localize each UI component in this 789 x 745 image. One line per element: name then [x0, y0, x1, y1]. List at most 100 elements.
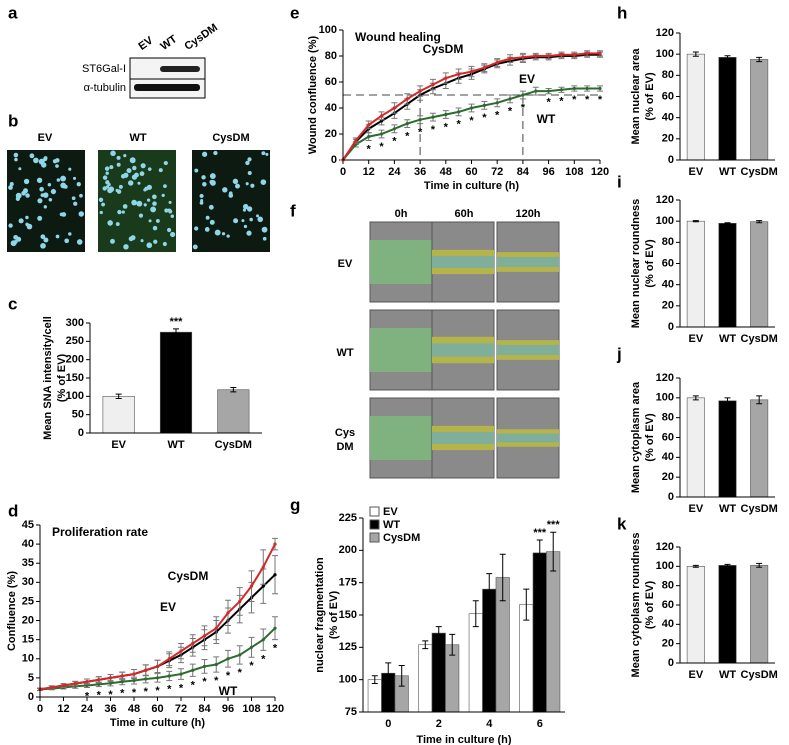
- point: [559, 53, 564, 57]
- point: [167, 657, 171, 661]
- point: [249, 645, 254, 649]
- nucleus: [226, 234, 230, 238]
- significance: *: [482, 112, 487, 124]
- nucleus: [40, 193, 45, 198]
- significance: *: [392, 136, 397, 148]
- wound-core: [497, 345, 559, 355]
- y-tick-label: 80: [662, 69, 674, 81]
- nucleus: [123, 244, 129, 250]
- nucleus: [205, 215, 210, 220]
- panel-letter: b: [8, 111, 18, 130]
- nucleus: [162, 241, 167, 247]
- error-bar: [486, 573, 493, 606]
- nucleus: [138, 213, 144, 218]
- nucleus: [110, 150, 116, 157]
- point: [495, 60, 499, 65]
- significance: *: [108, 689, 113, 701]
- panel-letter: g: [290, 495, 300, 514]
- blot-band: [134, 84, 200, 91]
- nucleus: [126, 168, 132, 174]
- nucleus: [245, 182, 249, 186]
- nucleus: [246, 230, 252, 236]
- nucleus: [55, 234, 60, 239]
- nucleus: [64, 238, 70, 244]
- y-tick-label: 100: [656, 48, 674, 60]
- nucleus: [25, 193, 30, 198]
- nucleus: [9, 182, 14, 187]
- point: [202, 634, 207, 638]
- significance: *: [585, 94, 590, 106]
- significance: *: [144, 686, 149, 698]
- x-axis-label: Time in culture (h): [416, 734, 511, 745]
- point: [155, 664, 160, 669]
- point: [97, 678, 101, 682]
- axis: [679, 547, 775, 664]
- nucleus: [167, 208, 172, 212]
- nucleus: [140, 163, 146, 169]
- significance: *: [261, 653, 266, 665]
- point: [132, 678, 136, 683]
- y-tick-label: 100: [656, 392, 674, 404]
- nucleus: [136, 200, 143, 207]
- axis: [679, 378, 775, 498]
- nucleus: [36, 177, 43, 183]
- nucleus: [117, 209, 122, 215]
- point: [238, 599, 242, 604]
- y-tick-label: 225: [339, 512, 357, 524]
- significance: *: [202, 676, 207, 688]
- point: [273, 542, 277, 546]
- nucleus: [155, 219, 160, 223]
- bar: [750, 399, 769, 498]
- y-tick-label: 120: [656, 372, 674, 384]
- significance: *: [559, 95, 564, 107]
- point: [191, 668, 195, 672]
- bar: [718, 400, 737, 498]
- point: [97, 682, 101, 686]
- significance: *: [85, 690, 90, 702]
- nucleus: [265, 152, 269, 156]
- nucleus: [262, 236, 267, 241]
- significance: ***: [170, 316, 184, 328]
- x-tick-label: 24: [81, 703, 94, 715]
- bar: [482, 588, 497, 713]
- lane-label: EV: [137, 34, 156, 53]
- y-tick-label: 80: [662, 236, 674, 248]
- y-tick-label: 100: [339, 674, 357, 686]
- nucleus: [123, 154, 127, 158]
- x-tick-label: CysDM: [741, 503, 778, 515]
- point: [405, 122, 409, 126]
- panel-letter: d: [8, 501, 18, 520]
- significance: *: [179, 682, 184, 694]
- point: [457, 72, 461, 76]
- column-label: 120h: [515, 208, 540, 220]
- chart-title: Wound healing: [355, 30, 441, 44]
- nucleus: [246, 206, 253, 212]
- significance: *: [379, 141, 384, 153]
- bar: [217, 389, 250, 434]
- y-tick-label: 20: [22, 614, 34, 626]
- nucleus: [163, 184, 167, 188]
- nucleus: [108, 186, 115, 193]
- significance: *: [598, 94, 603, 106]
- y-tick-label: 150: [339, 609, 357, 621]
- bar: [367, 679, 382, 713]
- point: [392, 106, 396, 110]
- nucleus: [209, 219, 215, 225]
- x-tick-label: EV: [688, 166, 703, 178]
- y-tick-label: 60: [325, 76, 337, 88]
- x-tick-label: 108: [242, 703, 260, 715]
- nucleus: [116, 162, 121, 167]
- error-bar: [756, 395, 763, 405]
- bar: [102, 396, 135, 434]
- nucleus: [169, 231, 176, 238]
- y-axis-label: (% of EV): [328, 591, 340, 640]
- x-tick-label: CysDM: [741, 669, 778, 681]
- nucleus: [146, 242, 153, 249]
- nucleus: [13, 152, 19, 158]
- nucleus: [152, 201, 157, 206]
- nucleus: [139, 171, 145, 177]
- nucleus: [98, 197, 104, 202]
- error-bar: [422, 640, 429, 650]
- bar: [686, 397, 705, 498]
- nucleus: [23, 178, 30, 185]
